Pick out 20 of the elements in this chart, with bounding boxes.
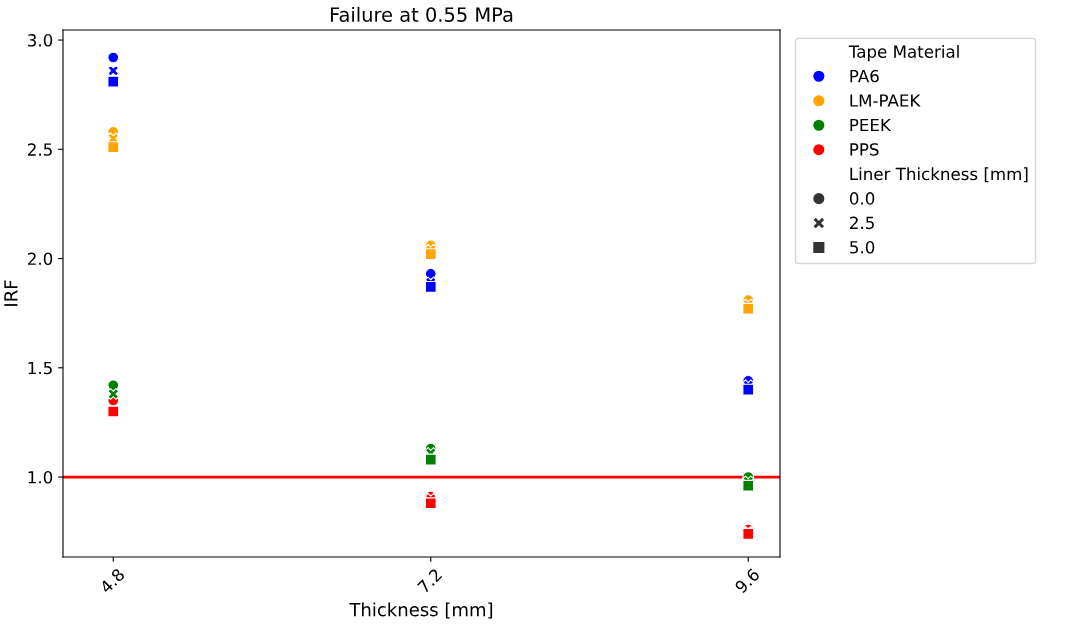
- text: Tape Material: [848, 45, 959, 62]
- y-axis-title: IRF: [4, 280, 18, 306]
- legend-label: LM-PAEK: [850, 94, 921, 107]
- text: 2.5: [850, 216, 874, 230]
- x-tick-label: 7.2: [416, 568, 443, 594]
- y-tick-label: 3.0: [28, 34, 53, 47]
- legend-label: PEEK: [850, 118, 892, 132]
- y-tick-label: 2.5: [27, 143, 52, 156]
- text: Liner Thickness [mm]: [850, 167, 1028, 183]
- x-tick-label: 4.8: [98, 567, 126, 595]
- y-tick-label: 1.0: [28, 470, 53, 484]
- y-tick-label: 2.0: [27, 252, 53, 266]
- y-tick-label: 1.5: [28, 361, 52, 375]
- text: 5.0: [850, 241, 875, 254]
- text: 0.0: [849, 192, 875, 205]
- x-axis-title: Thickness [mm]: [349, 602, 493, 619]
- legend-label: PA6: [850, 69, 879, 83]
- x-tick-label: 9.6: [734, 567, 761, 594]
- chart-title: Failure at 0.55 MPa: [330, 6, 513, 22]
- legend-label: PPS: [850, 143, 879, 156]
